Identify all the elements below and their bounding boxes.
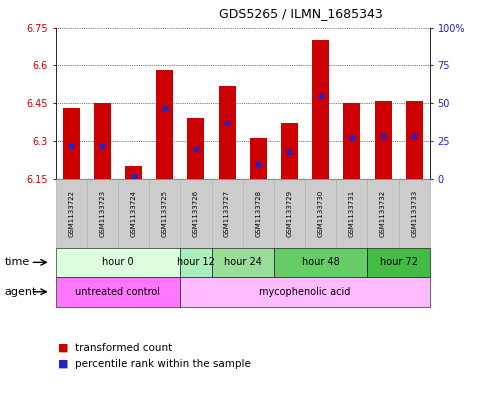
Bar xyxy=(94,103,111,179)
Text: GSM1133733: GSM1133733 xyxy=(411,189,417,237)
Text: ■: ■ xyxy=(58,358,69,369)
Text: hour 72: hour 72 xyxy=(380,257,418,267)
Bar xyxy=(374,101,392,179)
Text: percentile rank within the sample: percentile rank within the sample xyxy=(75,358,251,369)
Bar xyxy=(63,108,80,179)
Text: GSM1133729: GSM1133729 xyxy=(286,190,293,237)
Bar xyxy=(343,103,360,179)
Text: hour 24: hour 24 xyxy=(224,257,262,267)
Text: GSM1133731: GSM1133731 xyxy=(349,189,355,237)
Text: hour 48: hour 48 xyxy=(302,257,340,267)
Bar xyxy=(187,118,204,179)
Text: GSM1133732: GSM1133732 xyxy=(380,190,386,237)
Text: GSM1133730: GSM1133730 xyxy=(318,189,324,237)
Bar xyxy=(156,70,173,179)
Text: mycophenolic acid: mycophenolic acid xyxy=(259,287,351,297)
Text: GSM1133724: GSM1133724 xyxy=(130,190,137,237)
Text: hour 12: hour 12 xyxy=(177,257,215,267)
Bar xyxy=(218,86,236,179)
Bar xyxy=(250,138,267,179)
Bar xyxy=(125,166,142,179)
Bar xyxy=(281,123,298,179)
Text: hour 0: hour 0 xyxy=(102,257,134,267)
Bar xyxy=(406,101,423,179)
Text: untreated control: untreated control xyxy=(75,287,160,297)
Text: GSM1133722: GSM1133722 xyxy=(68,190,74,237)
Text: agent: agent xyxy=(5,287,37,297)
Text: transformed count: transformed count xyxy=(75,343,172,353)
Text: GDS5265 / ILMN_1685343: GDS5265 / ILMN_1685343 xyxy=(219,7,383,20)
Text: GSM1133726: GSM1133726 xyxy=(193,190,199,237)
Text: GSM1133728: GSM1133728 xyxy=(256,190,261,237)
Bar xyxy=(312,40,329,179)
Text: time: time xyxy=(5,257,30,267)
Text: ■: ■ xyxy=(58,343,69,353)
Text: GSM1133723: GSM1133723 xyxy=(99,190,105,237)
Text: GSM1133727: GSM1133727 xyxy=(224,190,230,237)
Text: GSM1133725: GSM1133725 xyxy=(162,190,168,237)
